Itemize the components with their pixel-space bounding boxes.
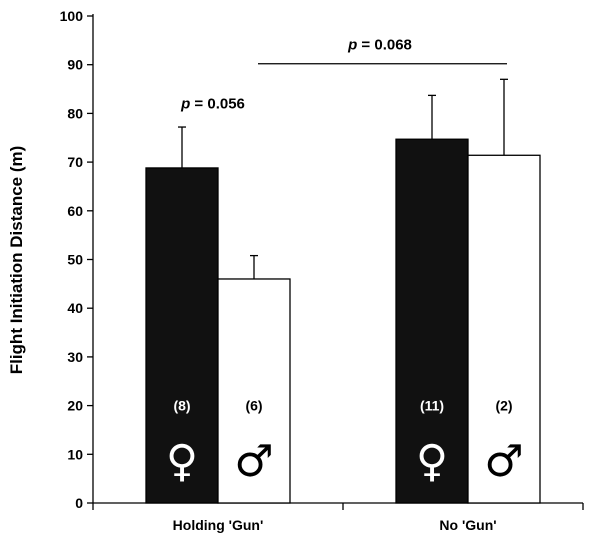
within-group-p-value: p = 0.056: [180, 96, 245, 113]
sample-size-label: (2): [495, 398, 512, 414]
female-symbol: ♀: [416, 436, 448, 487]
p-value: = 0.068: [357, 37, 412, 54]
sample-size-label: (6): [245, 398, 262, 414]
p-symbol: p: [180, 96, 190, 113]
y-tick-label: 10: [67, 446, 83, 462]
y-tick-label: 80: [67, 105, 83, 121]
female-symbol: ♀: [166, 436, 198, 487]
p-value: = 0.056: [190, 96, 245, 113]
p-symbol: p: [347, 37, 357, 54]
male-symbol: ♂: [484, 436, 523, 487]
sample-size-label: (11): [420, 398, 444, 414]
y-tick-label: 50: [67, 252, 83, 268]
y-axis-label: Flight Initiation Distance (m): [7, 146, 26, 375]
x-tick-label: No 'Gun': [439, 517, 496, 533]
y-tick-label: 20: [67, 398, 83, 414]
male-symbol: ♂: [234, 436, 273, 487]
between-group-p-value: p = 0.068: [347, 37, 412, 54]
sample-size-label: (8): [173, 398, 190, 414]
bar-male-0: [217, 278, 291, 504]
y-tick-label: 100: [60, 8, 84, 24]
y-tick-label: 40: [67, 300, 83, 316]
y-tick-label: 0: [75, 495, 83, 511]
plot-area: 0 10 20 30 40 50 60 70 80 90 100 Holding 'Gun' No 'G…: [60, 8, 584, 533]
y-tick-label: 30: [67, 349, 83, 365]
bar-female-0: [145, 167, 219, 504]
y-tick-label: 60: [67, 203, 83, 219]
y-tick-label: 70: [67, 154, 83, 170]
x-tick-label: Holding 'Gun': [173, 517, 264, 533]
y-tick-label: 90: [67, 57, 83, 73]
